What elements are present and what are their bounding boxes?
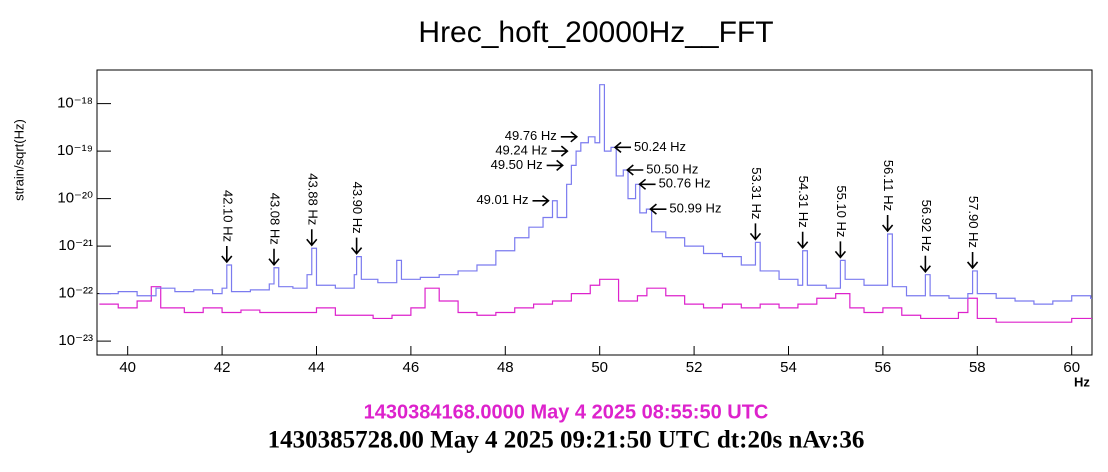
- plot-frame: [96, 69, 1093, 356]
- annotation-label: 50.50 Hz: [646, 161, 698, 176]
- annotation-arrow: [834, 241, 847, 259]
- x-axis-label: Hz: [1074, 374, 1090, 389]
- legend-entry: 1430385728.00 May 4 2025 09:21:50 UTC dt…: [268, 427, 865, 454]
- annotation-label: 49.50 Hz: [491, 157, 543, 172]
- annotation-label: 54.31 Hz: [796, 176, 811, 228]
- annotation-arrow: [560, 131, 579, 143]
- y-axis-label: strain/sqrt(Hz): [11, 119, 26, 201]
- x-tick-label: 48: [497, 359, 514, 376]
- spectrum-line: [99, 84, 1092, 305]
- annotation-label: 57.90 Hz: [966, 196, 981, 248]
- annotation-arrow: [613, 141, 632, 153]
- annotation-arrow: [532, 195, 550, 207]
- y-tick-label: 10⁻¹⁹: [57, 142, 93, 159]
- annotation-arrow: [626, 164, 644, 176]
- y-tick-label: 10⁻¹⁸: [57, 95, 93, 112]
- annotation-label: 49.01 Hz: [476, 192, 528, 207]
- x-tick-label: 40: [119, 359, 136, 376]
- x-tick-label: 42: [214, 359, 231, 376]
- annotation-label: 43.90 Hz: [350, 182, 365, 234]
- annotation-arrow: [749, 223, 762, 241]
- annotation-arrow: [221, 246, 233, 264]
- x-tick-label: 54: [780, 359, 797, 376]
- x-tick-label: 60: [1063, 359, 1080, 376]
- y-tick-label: 10⁻²⁰: [57, 190, 93, 207]
- annotation-arrow: [306, 229, 318, 247]
- y-tick-label: 10⁻²¹: [58, 237, 93, 254]
- annotation-label: 50.24 Hz: [634, 139, 686, 154]
- annotation-arrow: [350, 237, 363, 255]
- annotation-label: 50.76 Hz: [659, 176, 711, 191]
- annotation-arrow: [551, 145, 569, 157]
- annotation-label: 42.10 Hz: [220, 190, 235, 242]
- annotation-arrow: [797, 231, 809, 249]
- annotation-arrow: [649, 203, 667, 215]
- annotation-label: 43.08 Hz: [268, 193, 283, 245]
- spectrum-line: [99, 278, 1092, 323]
- annotation-label: 56.92 Hz: [919, 200, 934, 252]
- x-tick-label: 46: [403, 359, 420, 376]
- chart-title: Hrec_hoft_20000Hz__FFT: [418, 16, 773, 49]
- annotation-arrow: [268, 248, 280, 267]
- annotation-label: 43.88 Hz: [305, 173, 320, 225]
- x-tick-label: 58: [969, 359, 986, 376]
- annotation-label: 53.31 Hz: [749, 167, 764, 219]
- annotation-label: 55.10 Hz: [834, 185, 849, 237]
- x-tick-label: 52: [686, 359, 703, 376]
- annotation-arrow: [966, 251, 979, 270]
- x-tick-label: 50: [591, 359, 608, 376]
- annotation-arrow: [919, 255, 931, 273]
- annotation-arrow: [882, 214, 894, 233]
- annotation-label: 50.99 Hz: [669, 201, 721, 216]
- annotation-arrow: [638, 178, 656, 190]
- legend-entry: 1430384168.0000 May 4 2025 08:55:50 UTC: [364, 401, 769, 423]
- y-tick-label: 10⁻²²: [58, 285, 93, 302]
- annotation-label: 49.24 Hz: [495, 143, 547, 158]
- x-tick-label: 56: [875, 359, 892, 376]
- y-tick-label: 10⁻²³: [58, 332, 93, 349]
- annotation-label: 49.76 Hz: [505, 128, 557, 143]
- annotation-label: 56.11 Hz: [881, 160, 896, 211]
- x-tick-label: 44: [308, 359, 325, 376]
- annotation-arrow: [546, 159, 564, 172]
